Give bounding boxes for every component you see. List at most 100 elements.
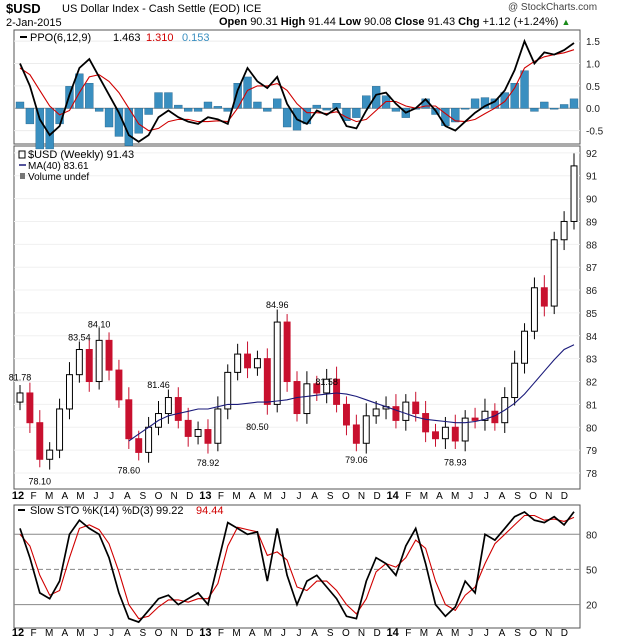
sto-x-axis-label: A [436,628,443,639]
candle-body [313,383,321,394]
ppo-histogram-bar [104,108,114,128]
candle-body [145,426,153,453]
sto-x-axis-label: A [124,628,131,639]
price-x-axis-label: J [297,491,302,502]
ppo-y-tick-label: 0.0 [586,104,600,115]
price-x-axis-label: M [45,491,53,502]
price-x-axis-label: J [109,491,114,502]
price-x-axis-label: M [232,491,240,502]
price-panel-frame [13,145,581,490]
high-label: High [280,16,306,28]
ppo-y-tick-label: 0.5 [586,82,600,93]
ppo-legend: PPO(6,12,9) 1.463 1.310 0.153 [20,32,210,44]
ppo-histogram-bar [15,101,25,109]
price-y-tick-label: 79 [586,446,598,457]
price-y-tick-label: 83 [586,355,598,366]
ppo-histogram-bar [559,104,569,109]
candle-body [432,431,439,440]
sto-x-axis-label: O [342,628,350,639]
candle-body [323,378,331,394]
candle-body [36,422,44,460]
ppo-histogram-bar [193,108,203,112]
price-x-axis-label: D [561,491,568,502]
candle-body [56,408,64,451]
price-y-tick-label: 88 [586,240,598,251]
price-annotation: 79.06 [345,455,368,465]
ppo-histogram-bar [144,108,153,115]
price-x-axis-label: D [373,491,380,502]
close-value: 91.43 [427,16,456,28]
sto-legend-k-value: 99.22 [156,505,184,517]
sto-x-axis-label: 12 [12,627,24,639]
price-x-axis-label: J [468,491,473,502]
sto-x-axis-label: S [140,628,147,639]
ppo-histogram-bar [213,106,223,109]
ppo-histogram-bar [362,95,371,109]
ppo-histogram-bar [391,108,401,112]
sto-x-axis-label: 13 [199,627,211,639]
sto-x-axis-label: M [451,628,459,639]
price-y-tick-label: 84 [586,332,598,343]
candle-body [244,353,252,369]
sto-y-tick-label: 50 [586,565,598,576]
sto-x-axis-label: F [31,628,37,639]
price-y-tick-label: 80 [586,423,598,434]
ma40-line [128,344,575,442]
ppo-histogram-bar [85,82,94,109]
price-annotation: 78.10 [29,477,52,487]
sto-x-axis-label: D [373,628,380,639]
sto-y-tick-label: 80 [586,530,598,541]
candle-body [283,321,291,383]
ppo-histogram-bar [233,82,242,109]
price-x-axis-label: F [31,491,37,502]
candle-body [174,397,182,421]
candle-body [461,417,469,442]
candle-body [412,401,420,415]
candle-body [65,374,73,410]
price-x-axis-label: A [249,491,256,502]
low-value: 90.08 [363,16,392,28]
sto-x-axis-label: A [311,628,318,639]
price-annotation: 80.50 [246,422,269,432]
price-x-axis-label: 12 [12,490,24,502]
sto-x-axis-label: F [218,628,224,639]
price-x-axis-label: N [358,491,365,502]
price-x-axis-label: J [94,491,99,502]
sto-x-axis-label: J [109,628,114,639]
ppo-histogram-bar [164,92,173,109]
candle-body [422,413,430,433]
candle-body [95,339,103,383]
candle-body [521,330,529,364]
candle-body [362,415,370,444]
date-label: 2-Jan-2015 [6,17,62,29]
price-y-tick-label: 91 [586,172,598,183]
candle-body [441,426,449,440]
sto-x-axis-label: J [468,628,473,639]
sto-x-axis-label: M [264,628,272,639]
ppo-histogram-bar [461,108,470,110]
price-y-tick-label: 90 [586,195,598,206]
ppo-histogram-bar [371,86,381,109]
price-x-axis-label: O [155,491,163,502]
low-label: Low [338,16,361,28]
price-x-axis-label: D [186,491,193,502]
ppo-histogram-bar [352,108,361,118]
sto-x-axis-label: D [186,628,193,639]
instrument-name: US Dollar Index - Cash Settle (EOD) ICE [62,3,262,15]
volume-legend-swatch [20,173,25,179]
price-x-axis-label: S [140,491,147,502]
ppo-line [19,38,575,143]
candle-body [46,449,54,460]
sto-x-axis-label: F [405,628,411,639]
candle-body [333,378,341,405]
candle-body [214,408,222,444]
candle-body [125,399,133,440]
price-x-axis-label: 13 [199,490,211,502]
ppo-histogram-bar [25,108,35,125]
sto-x-axis-label: M [45,628,53,639]
ppo-histogram-bar [253,101,262,109]
price-annotation: 84.10 [88,320,111,330]
sto-x-axis-label: N [358,628,365,639]
ppo-histogram-bar [569,98,579,109]
